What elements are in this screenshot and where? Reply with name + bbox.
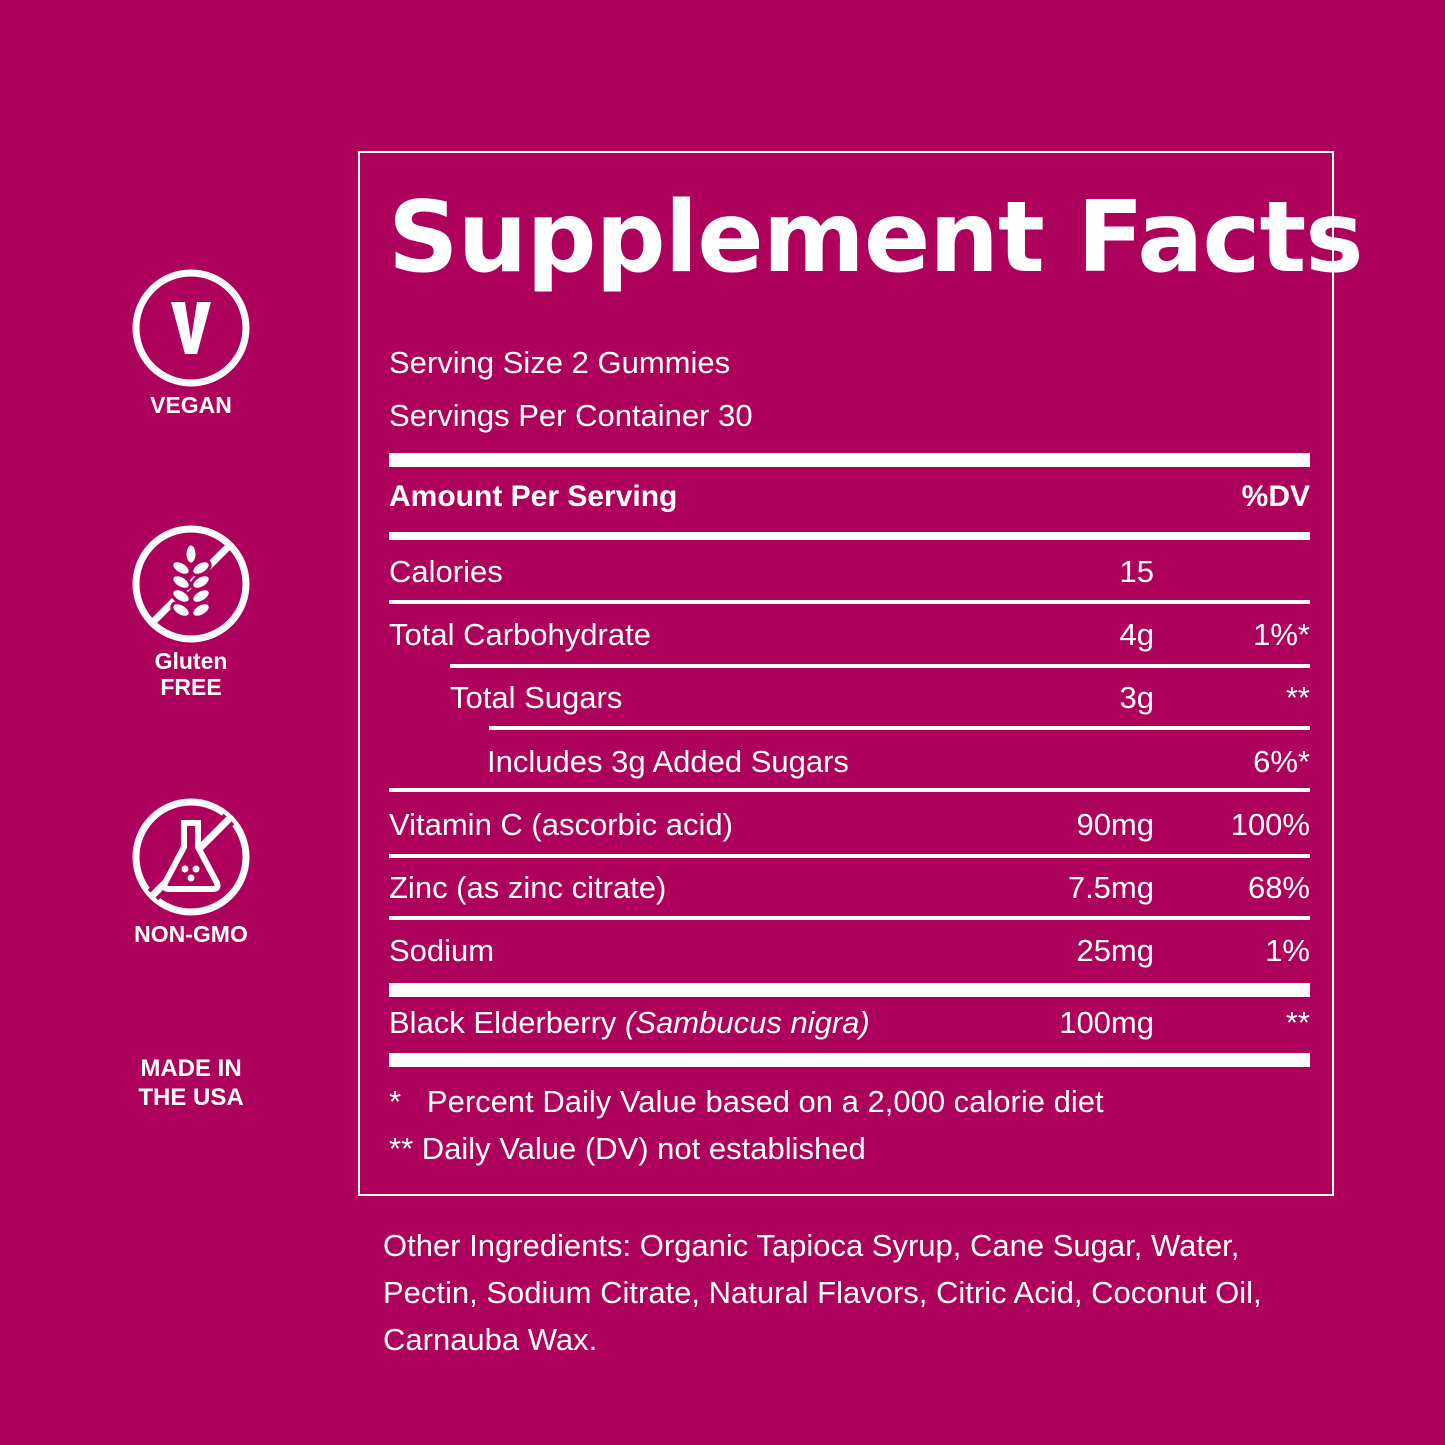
gluten-free-badge: Gluten FREE [131, 524, 251, 700]
nutrient-dv: ** [1285, 680, 1310, 715]
nutrient-amount: 90mg [1076, 807, 1154, 842]
nutrient-dv: ** [1285, 1005, 1310, 1040]
nutrient-name: Sodium [389, 933, 495, 968]
thin-divider [389, 916, 1310, 920]
non-gmo-label: NON-GMO [134, 921, 248, 947]
nutrient-dv: 68% [1247, 870, 1310, 905]
nutrient-latin-name: (Sambucus nigra) [625, 1005, 870, 1040]
thick-divider [389, 1053, 1310, 1067]
vegan-label: VEGAN [150, 392, 232, 418]
dv-header-label: %DV [1241, 480, 1310, 513]
thin-divider [489, 726, 1310, 730]
thick-divider [389, 983, 1310, 997]
nutrient-amount: 25mg [1076, 933, 1154, 968]
nutrient-name: Zinc (as zinc citrate) [389, 870, 667, 905]
nutrient-dv: 1%* [1253, 617, 1310, 652]
thin-divider [389, 854, 1310, 858]
nutrient-name: Total Sugars [450, 680, 623, 715]
nutrient-dv: 100% [1230, 807, 1310, 842]
amount-per-serving-label: Amount Per Serving [389, 480, 678, 513]
medium-divider [389, 532, 1310, 540]
thin-divider [389, 788, 1310, 792]
non-gmo-flask-icon [132, 798, 250, 916]
footnote-percent-dv: * Percent Daily Value based on a 2,000 c… [389, 1084, 1104, 1119]
nutrient-dv: 1% [1265, 933, 1310, 968]
made-in-usa-label: MADE IN THE USA [138, 1055, 244, 1111]
nutrient-common-name: Black Elderberry [389, 1005, 617, 1040]
nutrient-name: Includes 3g Added Sugars [487, 744, 849, 779]
nutrient-amount: 3g [1119, 680, 1154, 715]
panel-title: Supplement Facts [388, 181, 1364, 295]
serving-size: Serving Size 2 Gummies [389, 345, 731, 380]
nutrient-name: Calories [389, 554, 503, 589]
nutrient-name: Total Carbohydrate [389, 617, 651, 652]
nutrient-name: Vitamin C (ascorbic acid) [389, 807, 733, 842]
made-in-usa-badge: MADE IN THE USA [131, 1050, 251, 1112]
footnote-dv-not-established: ** Daily Value (DV) not established [389, 1131, 866, 1166]
nutrient-name: Black Elderberry (Sambucus nigra) [389, 1005, 870, 1041]
thick-divider [389, 453, 1310, 467]
thin-divider [389, 600, 1310, 604]
nutrient-dv: 6%* [1253, 744, 1310, 779]
gluten-free-wheat-icon [132, 525, 250, 643]
vegan-v-icon [132, 269, 250, 387]
supplement-facts-panel: Supplement Facts Serving Size 2 Gummies … [358, 151, 1364, 1196]
nutrient-amount: 7.5mg [1067, 870, 1154, 905]
other-ingredients: Other Ingredients: Organic Tapioca Syrup… [383, 1228, 1262, 1357]
vegan-badge: VEGAN [131, 268, 251, 418]
thin-divider [450, 664, 1310, 668]
nutrient-amount: 100mg [1059, 1005, 1154, 1040]
non-gmo-badge: NON-GMO [131, 797, 251, 947]
servings-per-container: Servings Per Container 30 [389, 398, 753, 433]
nutrient-amount: 15 [1119, 554, 1154, 589]
nutrient-amount: 4g [1119, 617, 1154, 652]
gluten-free-label: Gluten FREE [154, 648, 228, 700]
